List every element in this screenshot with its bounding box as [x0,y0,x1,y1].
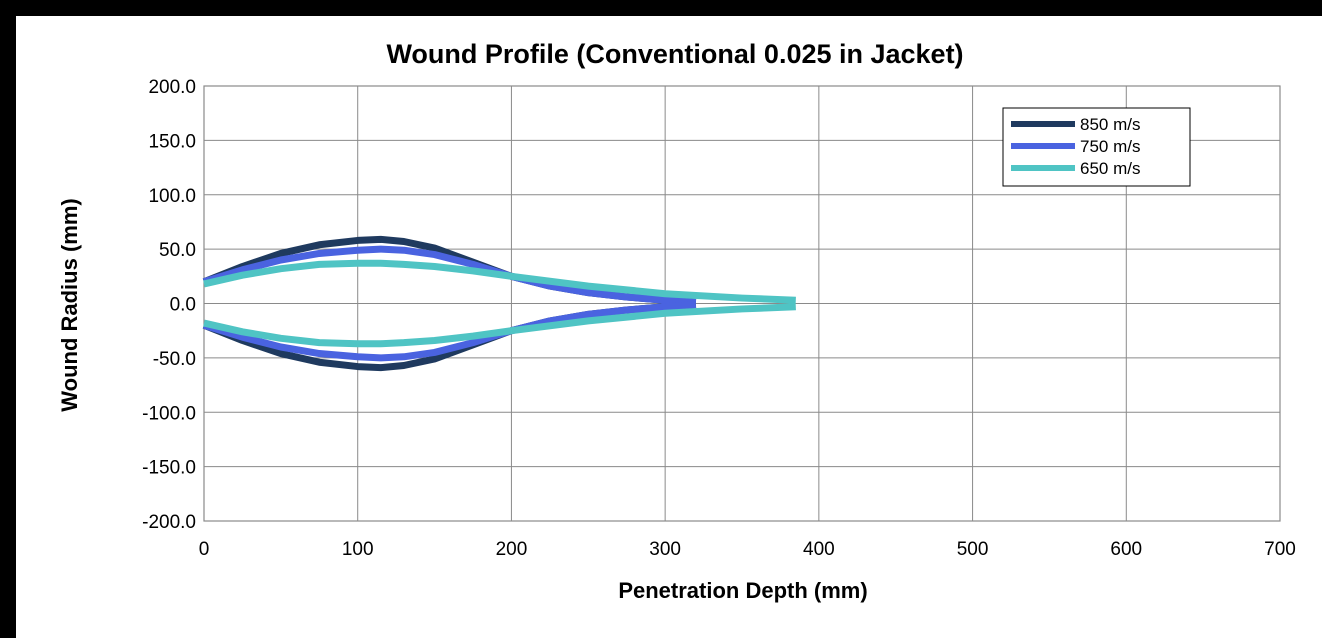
y-axis-label: Wound Radius (mm) [57,198,82,411]
y-tick-label: 50.0 [159,240,196,261]
chart-panel: Wound Profile (Conventional 0.025 in Jac… [16,16,1322,638]
y-tick-label: -50.0 [153,349,196,370]
legend-label: 850 m/s [1080,115,1140,134]
x-tick-label: 100 [342,539,374,560]
y-tick-label: -100.0 [142,403,196,424]
x-tick-label: 400 [803,539,835,560]
wound-profile-chart: Wound Profile (Conventional 0.025 in Jac… [57,39,1296,603]
y-tick-label: 0.0 [170,295,196,316]
legend-label: 650 m/s [1080,159,1140,178]
x-tick-labels: 0 100 200 300 400 500 600 700 [199,539,1296,560]
series-line-upper [203,259,796,304]
legend: 850 m/s 750 m/s 650 m/s [1002,107,1191,187]
y-tick-label: -150.0 [142,458,196,479]
y-tick-label: -200.0 [142,512,196,533]
y-tick-labels: 200.0 150.0 100.0 50.0 0.0 -50.0 -100.0 -150.0 -… [142,77,196,533]
x-tick-label: 300 [649,539,681,560]
x-tick-label: 600 [1110,539,1142,560]
series-line-lower [203,303,796,348]
series-group [202,235,796,372]
x-tick-label: 200 [496,539,528,560]
y-tick-label: 150.0 [148,131,196,152]
y-tick-label: 100.0 [148,186,196,207]
legend-label: 750 m/s [1080,137,1140,156]
chart-title: Wound Profile (Conventional 0.025 in Jac… [386,39,963,69]
x-axis-label: Penetration Depth (mm) [618,578,867,603]
x-tick-label: 0 [199,539,210,560]
x-tick-label: 700 [1264,539,1296,560]
series-line-lower [202,301,697,362]
x-tick-label: 500 [957,539,989,560]
y-tick-label: 200.0 [148,77,196,98]
series-line-upper [202,245,697,306]
